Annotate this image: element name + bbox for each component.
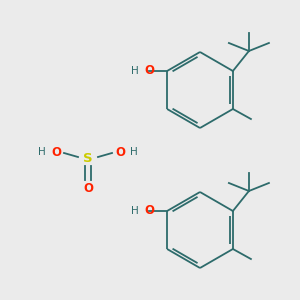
Text: H: H — [131, 206, 139, 216]
Text: O: O — [144, 64, 154, 77]
Text: S: S — [83, 152, 93, 164]
Text: O: O — [115, 146, 125, 158]
Text: O: O — [51, 146, 61, 158]
Text: O: O — [83, 182, 93, 194]
Text: H: H — [131, 66, 139, 76]
Text: H: H — [130, 147, 138, 157]
Text: H: H — [38, 147, 46, 157]
Text: O: O — [144, 205, 154, 218]
